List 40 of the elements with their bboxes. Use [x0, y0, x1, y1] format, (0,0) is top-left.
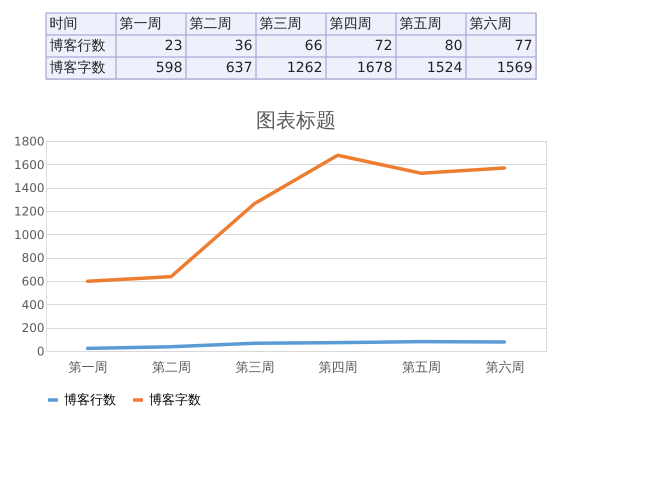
data-label: 1569: [496, 60, 532, 76]
data-label: 23: [164, 38, 182, 54]
data-label: 66: [304, 38, 323, 54]
line-series: [86, 153, 506, 283]
x-tick-label: 第五周: [402, 360, 441, 376]
x-tick-label: 第四周: [330, 16, 372, 32]
data-label: 1678: [356, 60, 392, 76]
y-tick-label: 1400: [14, 181, 44, 196]
data-label: 80: [444, 38, 462, 54]
data-label: 637: [226, 60, 252, 76]
x-tick-label: 第三周: [260, 16, 302, 32]
y-tick-label: 1000: [14, 228, 44, 242]
data-label: 1524: [426, 60, 463, 76]
y-tick-label: 1600: [14, 158, 44, 172]
data-label: 72: [374, 38, 392, 54]
y-tick-label: 600: [22, 274, 44, 288]
x-tick-label: 第一周: [68, 360, 108, 376]
data-label: 598: [156, 60, 182, 76]
y-tick-label: 1800: [14, 134, 44, 148]
legend-label: 博客行数: [64, 392, 116, 408]
x-tick-label: 第四周: [318, 360, 358, 376]
chart-title: 图表标题: [256, 108, 336, 132]
data-label: 1262: [286, 60, 322, 76]
y-tick-label: 1200: [14, 204, 44, 218]
legend-label: 博客字数: [149, 392, 201, 408]
y-tick-label: 200: [22, 321, 44, 336]
annotation: 时间: [50, 16, 78, 32]
line-series: [86, 340, 506, 350]
data-label: 77: [514, 38, 532, 54]
x-tick-label: 第三周: [235, 360, 274, 376]
x-tick-label: 第六周: [485, 360, 524, 376]
x-tick-label: 第二周: [152, 360, 191, 376]
data-label: 36: [234, 38, 253, 54]
x-tick-label: 第六周: [470, 16, 512, 32]
y-tick-label: 400: [22, 298, 44, 312]
y-tick-label: 800: [22, 251, 44, 266]
x-tick-label: 第二周: [190, 16, 232, 32]
x-tick-label: 第五周: [400, 16, 442, 32]
y-tick-label: 0: [36, 344, 44, 358]
x-tick-label: 第一周: [120, 16, 162, 32]
